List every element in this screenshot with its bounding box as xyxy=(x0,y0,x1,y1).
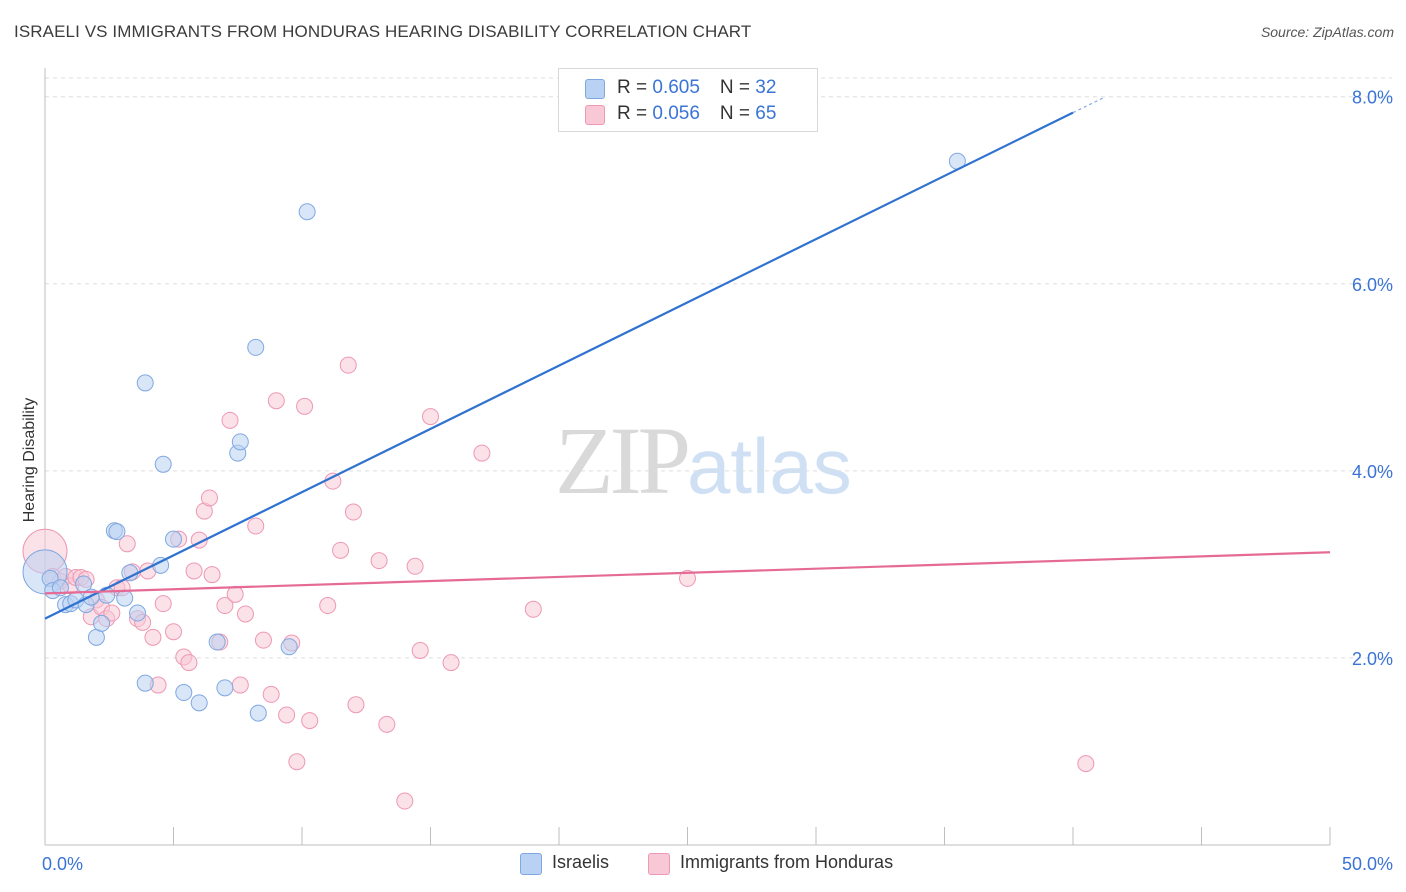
n-label: N = xyxy=(719,103,756,124)
honduras-point xyxy=(231,676,249,694)
israelis-point xyxy=(116,589,134,607)
honduras-point xyxy=(226,585,244,603)
honduras-point xyxy=(103,604,121,622)
honduras-trend-line xyxy=(44,551,1331,595)
honduras-point xyxy=(396,792,414,810)
watermark-zip: ZIP xyxy=(555,407,691,514)
honduras-point xyxy=(378,715,396,733)
honduras-swatch xyxy=(648,853,670,875)
honduras-point xyxy=(524,600,542,618)
honduras-point xyxy=(324,472,342,490)
israelis-point xyxy=(108,523,126,541)
honduras-point xyxy=(144,628,162,646)
israelis-swatch xyxy=(585,79,605,99)
y-tick-label: 8.0% xyxy=(1352,88,1393,108)
honduras-point xyxy=(288,753,306,771)
israelis-point xyxy=(93,614,111,632)
honduras-point xyxy=(185,562,203,580)
israelis-point xyxy=(298,203,316,221)
honduras-point xyxy=(406,557,424,575)
y-tick-label: 4.0% xyxy=(1352,462,1393,482)
israelis-point xyxy=(231,433,249,451)
israelis-point xyxy=(154,455,172,473)
honduras-point xyxy=(319,597,337,615)
israelis-point xyxy=(175,684,193,702)
honduras-point xyxy=(216,597,234,615)
israelis-point xyxy=(136,374,154,392)
honduras-point xyxy=(301,712,319,730)
legend-label: Israelis xyxy=(552,852,610,872)
honduras-point xyxy=(296,397,314,415)
series-legend: Israelis Immigrants from Honduras xyxy=(0,852,1406,876)
israelis-point xyxy=(208,633,226,651)
x-tick-label: 50.0% xyxy=(1342,854,1393,874)
y-tick-label: 6.0% xyxy=(1352,275,1393,295)
honduras-point xyxy=(442,654,460,672)
watermark-atlas: atlas xyxy=(687,422,852,510)
honduras-point xyxy=(247,517,265,535)
honduras-point xyxy=(180,654,198,672)
r-value: 0.605 xyxy=(652,77,700,98)
correlation-legend: R = 0.605 N = 32 R = 0.056 N = 65 xyxy=(558,68,818,132)
n-value: 32 xyxy=(755,77,777,98)
israelis-swatch xyxy=(520,853,542,875)
honduras-point xyxy=(165,623,182,641)
israelis-point xyxy=(98,586,116,604)
honduras-point xyxy=(339,356,357,374)
israelis-point xyxy=(129,604,147,622)
zipatlas-watermark: ZIPatlas xyxy=(555,405,852,516)
honduras-point xyxy=(411,641,429,659)
x-tick-label: 0.0% xyxy=(42,854,83,874)
israelis-point xyxy=(249,704,267,722)
honduras-point xyxy=(332,541,350,559)
israelis-trend-line xyxy=(44,111,1074,620)
honduras-point xyxy=(370,552,388,570)
israelis-point xyxy=(136,674,154,692)
israelis-point xyxy=(165,530,182,548)
honduras-point xyxy=(200,489,218,507)
n-value: 65 xyxy=(755,103,777,124)
honduras-point xyxy=(422,408,439,426)
honduras-point xyxy=(679,569,696,587)
israelis-point xyxy=(121,564,139,582)
honduras-point xyxy=(344,503,362,521)
israelis-trend-extension xyxy=(1072,97,1105,114)
honduras-point xyxy=(154,595,172,613)
israelis-point xyxy=(280,638,298,656)
chart-title: ISRAELI VS IMMIGRANTS FROM HONDURAS HEAR… xyxy=(14,22,752,41)
n-label: N = xyxy=(719,77,756,98)
honduras-point xyxy=(254,631,272,649)
source-credit: Source: ZipAtlas.com xyxy=(1260,24,1394,40)
honduras-point xyxy=(473,444,491,462)
honduras-swatch xyxy=(585,105,605,125)
honduras-point xyxy=(236,605,254,623)
honduras-point xyxy=(262,685,280,703)
honduras-point xyxy=(278,706,296,724)
legend-label: Immigrants from Honduras xyxy=(680,852,894,872)
r-label: R = xyxy=(617,103,653,124)
honduras-point xyxy=(221,411,239,429)
y-axis-label: Hearing Disability xyxy=(21,397,38,523)
israelis-point xyxy=(247,338,265,356)
honduras-point xyxy=(267,392,285,410)
israelis-point xyxy=(216,679,234,697)
y-tick-label: 2.0% xyxy=(1352,649,1393,669)
honduras-point xyxy=(1077,755,1095,773)
r-value: 0.056 xyxy=(652,103,700,124)
r-label: R = xyxy=(617,77,653,98)
honduras-point xyxy=(118,535,136,553)
honduras-point xyxy=(347,696,365,714)
honduras-point xyxy=(203,566,221,584)
israelis-point xyxy=(190,694,208,712)
